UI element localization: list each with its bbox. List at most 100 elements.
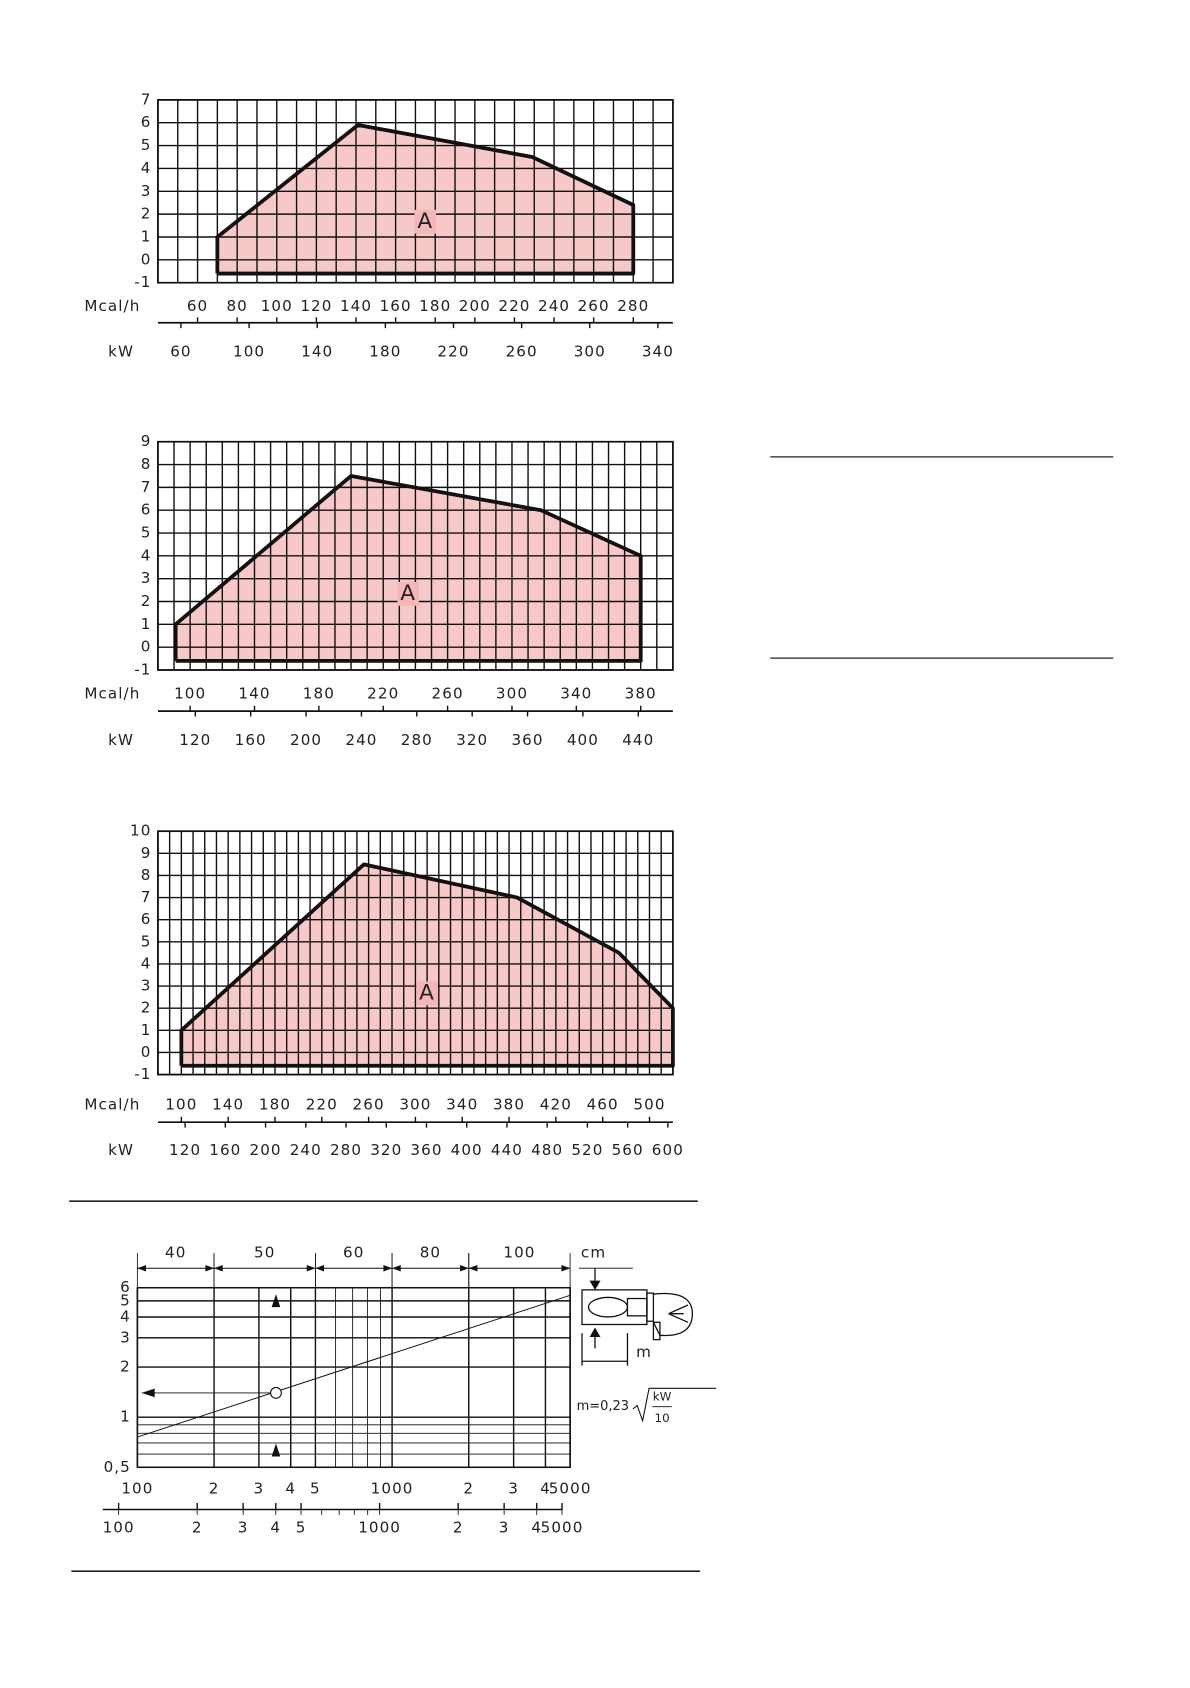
- arrow-head: [141, 1388, 155, 1398]
- x-axis-label: Mcal/h: [84, 1095, 140, 1113]
- x2-tick-label: 240: [290, 1141, 322, 1159]
- x-tick-label: 200: [459, 297, 491, 315]
- x2-tick-label: 340: [642, 342, 674, 360]
- x-tick-label: 120: [300, 297, 332, 315]
- x2-tick-label: 160: [235, 731, 267, 749]
- x2-tick-label: 320: [456, 731, 488, 749]
- x2-tick-label: 220: [437, 342, 469, 360]
- annotation: A: [419, 980, 435, 1005]
- marker: [270, 1386, 282, 1399]
- y-tick-label: 6: [141, 501, 152, 519]
- x-axis-label: Mcal/h: [84, 297, 140, 315]
- y-tick-label: 1: [141, 227, 152, 245]
- x-tick-label: 100: [165, 1095, 197, 1113]
- zone-label: 100: [503, 1244, 535, 1262]
- x2-tick-label: 200: [249, 1141, 281, 1159]
- x-tick-label: 80: [226, 297, 247, 315]
- x-tick-label: 280: [617, 297, 649, 315]
- operating-range-outline: [173, 474, 643, 663]
- y-tick-label: 2: [141, 999, 152, 1017]
- annotation: A: [400, 581, 416, 606]
- x2-tick-label: 100: [233, 342, 265, 360]
- x-tick-label: 180: [259, 1095, 291, 1113]
- x-axis-label: Mcal/h: [84, 684, 140, 702]
- x-tick-label: 100: [261, 297, 293, 315]
- y-tick-label: 6: [141, 910, 152, 928]
- y-tick-label: 7: [141, 478, 152, 496]
- x2-tick-label: 140: [301, 342, 333, 360]
- x2-tick-label: 280: [401, 731, 433, 749]
- y-tick-label: 4: [141, 546, 152, 564]
- plot-frame: [136, 1286, 571, 1469]
- x-tick-label: 1000: [371, 1479, 414, 1497]
- x-tick-label: 340: [560, 684, 592, 702]
- y-tick-label: 1: [141, 615, 152, 633]
- y-tick-label: 9: [141, 432, 152, 450]
- annotation-bg: [416, 981, 438, 1006]
- operating-range-outline: [215, 123, 636, 276]
- x-tick-label: 2: [463, 1479, 474, 1497]
- formula-lhs: m=0,23: [577, 1399, 629, 1414]
- x2-tick-label: 240: [345, 731, 377, 749]
- x2-tick-label: 440: [622, 731, 654, 749]
- x2-tick-label: 440: [491, 1141, 523, 1159]
- x2-tick-label: 600: [652, 1141, 684, 1159]
- y-tick-label: 4: [141, 954, 152, 972]
- x-tick-label: 160: [380, 297, 412, 315]
- x-tick-label: 140: [212, 1095, 244, 1113]
- x-tick-label: 180: [419, 297, 451, 315]
- y-tick-label: 4: [141, 159, 152, 177]
- formula-num: kW: [653, 1389, 672, 1403]
- y-tick-label: 5: [141, 524, 152, 542]
- dimension-arrow: [315, 1264, 393, 1272]
- y-tick-label: 6: [141, 113, 152, 131]
- y-tick-label: 5: [120, 1291, 131, 1309]
- y-tick-label: 5: [141, 932, 152, 950]
- zone-label: 60: [343, 1244, 364, 1262]
- x2-tick-label: 2: [453, 1518, 464, 1536]
- dim-label: m: [636, 1343, 652, 1361]
- y-tick-label: 0: [141, 1043, 152, 1061]
- y-tick-label: -1: [134, 660, 151, 678]
- y-tick-label: 9: [141, 844, 152, 862]
- x2-tick-label: 120: [179, 731, 211, 749]
- x2-tick-label: 300: [574, 342, 606, 360]
- x-tick-label: 2: [209, 1479, 220, 1497]
- x2-tick-label: 260: [506, 342, 538, 360]
- x-tick-label: 4: [285, 1479, 296, 1497]
- y-tick-label: 0,5: [104, 1458, 131, 1476]
- plot-frame: [157, 440, 674, 671]
- x-tick-label: 380: [625, 684, 657, 702]
- x-tick-label: 3: [508, 1479, 519, 1497]
- y-tick-label: 5: [141, 136, 152, 154]
- x-tick-label: 260: [353, 1095, 385, 1113]
- x2-tick-label: 200: [290, 731, 322, 749]
- x-tick-label: 5: [310, 1479, 321, 1497]
- y-tick-label: 0: [141, 638, 152, 656]
- x-tick-label: 260: [432, 684, 464, 702]
- x2-tick-label: 160: [209, 1141, 241, 1159]
- annotation-bg: [414, 209, 437, 234]
- y-tick-label: 1: [141, 1021, 152, 1039]
- x2-tick-label: 2: [192, 1518, 203, 1536]
- x-tick-label: 300: [399, 1095, 431, 1113]
- y-tick-label: 2: [141, 592, 152, 610]
- annotation-bg: [397, 582, 419, 606]
- x2-tick-label: 360: [410, 1141, 442, 1159]
- x-tick-label: 140: [340, 297, 372, 315]
- x2-axis-label: kW: [108, 342, 134, 360]
- y-tick-label: 3: [141, 182, 152, 200]
- x2-tick-label: 520: [571, 1141, 603, 1159]
- operating-range: [175, 475, 641, 661]
- x-tick-label: 100: [174, 684, 206, 702]
- x-tick-label: 220: [306, 1095, 338, 1113]
- root-sign: [632, 1387, 717, 1423]
- x-tick-label: 220: [498, 297, 530, 315]
- y-tick-label: 6: [120, 1278, 131, 1296]
- x2-tick-label: 4: [270, 1518, 281, 1536]
- burner-sketch: [581, 1268, 694, 1366]
- y-tick-label: 8: [141, 866, 152, 884]
- x-tick-label: 500: [633, 1095, 665, 1113]
